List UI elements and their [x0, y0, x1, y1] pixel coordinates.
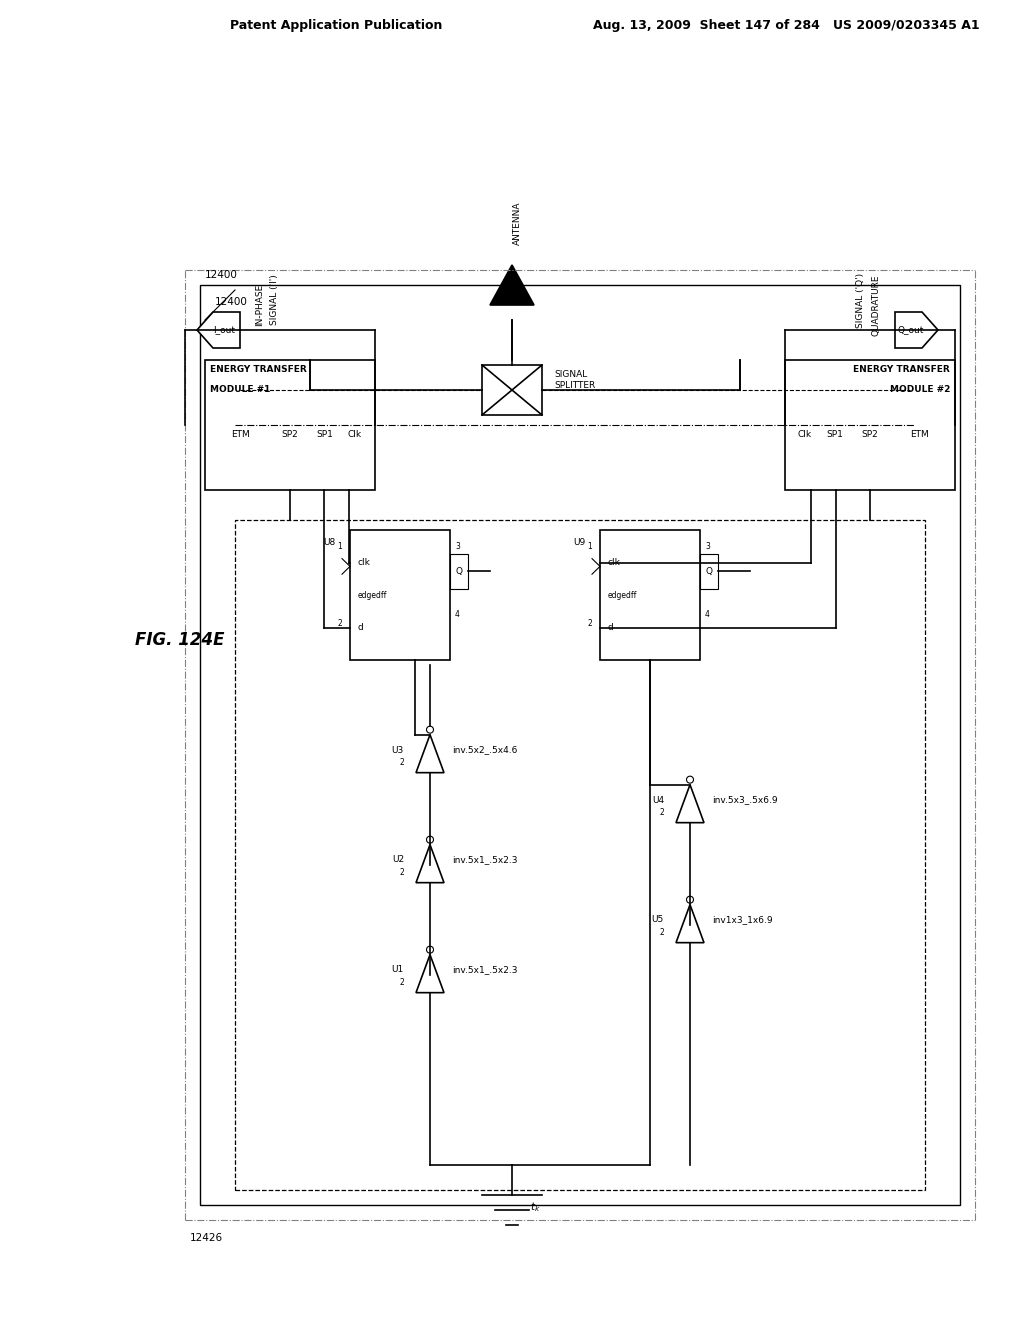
Bar	[700, 553, 718, 589]
Text: MODULE #1: MODULE #1	[210, 385, 270, 393]
Text: edgedff: edgedff	[608, 590, 637, 599]
Text: Aug. 13, 2009  Sheet 147 of 284   US 2009/0203345 A1: Aug. 13, 2009 Sheet 147 of 284 US 2009/0…	[593, 18, 980, 32]
Bar	[450, 553, 468, 589]
Text: Q_out: Q_out	[898, 326, 925, 334]
Circle shape	[427, 836, 433, 843]
Polygon shape	[676, 784, 705, 822]
Polygon shape	[490, 265, 534, 305]
Text: SP1: SP1	[316, 430, 334, 440]
Text: Clk: Clk	[348, 430, 362, 440]
Polygon shape	[416, 735, 444, 772]
Text: clk: clk	[608, 558, 621, 568]
Polygon shape	[676, 904, 705, 942]
Text: SIGNAL
SPLITTER: SIGNAL SPLITTER	[554, 371, 595, 389]
Text: inv.5x3_.5x6.9: inv.5x3_.5x6.9	[712, 796, 777, 804]
Text: inv1x3_1x6.9: inv1x3_1x6.9	[712, 916, 773, 924]
Text: 4: 4	[705, 610, 710, 619]
Text: U9: U9	[572, 539, 585, 546]
Text: 3: 3	[455, 543, 460, 550]
Text: U1: U1	[392, 965, 404, 974]
Text: 4: 4	[455, 610, 460, 619]
Bar	[350, 531, 450, 660]
Text: inv.5x1_.5x2.3: inv.5x1_.5x2.3	[452, 855, 517, 865]
Text: IN-PHASE: IN-PHASE	[255, 284, 264, 326]
Circle shape	[686, 896, 693, 903]
Bar	[785, 360, 955, 490]
Circle shape	[427, 726, 433, 733]
Circle shape	[427, 946, 433, 953]
Text: Patent Application Publication: Patent Application Publication	[230, 18, 442, 32]
Text: 2: 2	[399, 758, 404, 767]
Bar	[600, 531, 700, 660]
Text: 2: 2	[659, 808, 664, 817]
Text: d: d	[358, 623, 364, 632]
Text: SP1: SP1	[826, 430, 844, 440]
Text: 12400: 12400	[215, 297, 248, 308]
Text: 2: 2	[399, 978, 404, 987]
Text: MODULE #2: MODULE #2	[890, 385, 950, 393]
Bar	[200, 285, 961, 1205]
Text: 3: 3	[705, 543, 710, 550]
Text: 12400: 12400	[205, 271, 238, 280]
Text: inv.5x2_.5x4.6: inv.5x2_.5x4.6	[452, 746, 517, 755]
Text: Q: Q	[456, 566, 463, 576]
Polygon shape	[416, 954, 444, 993]
Text: 2: 2	[337, 619, 342, 628]
Text: ENERGY TRANSFER: ENERGY TRANSFER	[210, 366, 307, 374]
Text: 1: 1	[587, 543, 592, 550]
Bar	[205, 360, 375, 490]
Text: U2: U2	[392, 855, 404, 865]
Text: U5: U5	[651, 916, 664, 924]
Text: U3: U3	[392, 746, 404, 755]
Text: d: d	[608, 623, 613, 632]
Text: QUADRATURE: QUADRATURE	[871, 275, 880, 335]
Text: I_out: I_out	[213, 326, 234, 334]
Polygon shape	[416, 845, 444, 883]
Polygon shape	[197, 312, 240, 348]
Text: 12426: 12426	[190, 1233, 223, 1243]
Text: SIGNAL ('Q'): SIGNAL ('Q')	[856, 272, 865, 327]
Circle shape	[686, 776, 693, 783]
Text: $t_k$: $t_k$	[530, 1200, 541, 1214]
Text: FIG. 124E: FIG. 124E	[135, 631, 224, 649]
Text: SP2: SP2	[282, 430, 298, 440]
Text: SIGNAL ('I'): SIGNAL ('I')	[270, 275, 279, 325]
Text: ETM: ETM	[230, 430, 250, 440]
Text: U4: U4	[652, 796, 664, 804]
Text: Clk: Clk	[798, 430, 812, 440]
Text: clk: clk	[358, 558, 371, 568]
Text: Q: Q	[706, 566, 713, 576]
Text: ETM: ETM	[910, 430, 930, 440]
Polygon shape	[895, 312, 938, 348]
Text: ANTENNA: ANTENNA	[512, 202, 521, 246]
Bar	[482, 366, 542, 414]
Text: U8: U8	[323, 539, 335, 546]
Text: 2: 2	[587, 619, 592, 628]
Text: 2: 2	[399, 869, 404, 878]
Bar	[234, 520, 925, 1191]
Text: ENERGY TRANSFER: ENERGY TRANSFER	[853, 366, 950, 374]
Text: 2: 2	[659, 928, 664, 937]
Text: SP2: SP2	[861, 430, 879, 440]
Text: inv.5x1_.5x2.3: inv.5x1_.5x2.3	[452, 965, 517, 974]
Text: 1: 1	[337, 543, 342, 550]
Text: edgedff: edgedff	[358, 590, 387, 599]
